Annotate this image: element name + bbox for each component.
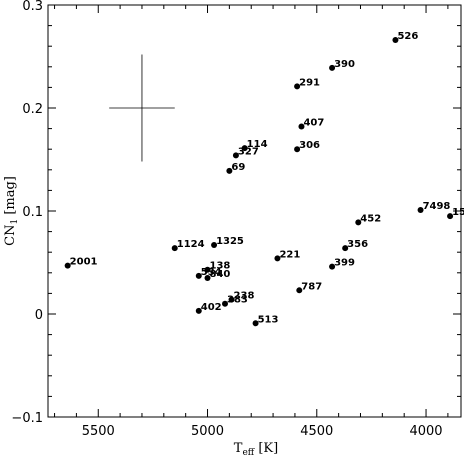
data-point [294, 146, 301, 153]
data-point-label: 452 [360, 213, 381, 224]
data-point [195, 307, 202, 314]
data-point-label: 407 [303, 118, 324, 129]
y-axis-title-unit: [mag] [3, 176, 18, 219]
data-point-label: 306 [299, 140, 320, 151]
x-tick-label: 5000 [191, 424, 224, 439]
data-point-label: 383 [227, 295, 248, 306]
data-point [64, 262, 71, 269]
data-point-label: 7498 [423, 201, 451, 212]
x-tick-label: 4000 [409, 424, 442, 439]
data-point [342, 245, 349, 252]
y-tick-label: 0.2 [22, 102, 43, 117]
data-point-label: 399 [334, 258, 355, 269]
axis-ticks: 5500 5000 4500 4000 −0.1 0 0.1 0.2 0.3 [11, 0, 461, 439]
data-point-label: 2001 [70, 257, 98, 268]
x-axis-title-sub: eff [242, 448, 254, 458]
data-point [204, 266, 211, 273]
data-point-label: 356 [347, 239, 368, 250]
data-point-label: 840 [210, 269, 231, 280]
y-axis-title-sub: 1 [10, 219, 20, 225]
data-point-label: 526 [397, 31, 418, 42]
error-bar [109, 54, 175, 162]
x-axis-title: Teff [K] [234, 441, 278, 458]
data-point-label: 138 [210, 261, 231, 272]
data-point [274, 255, 281, 262]
data-point [296, 287, 303, 294]
data-point-label: 1325 [216, 236, 244, 247]
x-axis-title-unit: [K] [254, 441, 278, 456]
data-point [329, 263, 336, 270]
data-point [447, 213, 454, 220]
plot-frame [47, 4, 462, 418]
data-point [228, 296, 235, 303]
data-point-label: 787 [301, 281, 322, 292]
data-point [252, 320, 259, 327]
y-tick-label: 0 [35, 308, 43, 323]
data-point-label: 390 [334, 59, 355, 70]
data-point [195, 272, 202, 279]
data-point [211, 241, 218, 248]
x-tick-label: 4500 [300, 424, 333, 439]
data-point [417, 206, 424, 213]
data-point [355, 219, 362, 226]
data-point-label: 238 [234, 291, 255, 302]
data-point-label: 402 [201, 302, 222, 313]
data-point-label: 114 [247, 139, 268, 150]
data-point-label: 513 [258, 314, 279, 325]
y-axis-title-main: CN [3, 225, 18, 246]
x-tick-label: 5500 [82, 424, 115, 439]
data-point-label: 1124 [177, 239, 205, 250]
data-point [232, 152, 239, 159]
y-axis-title: CN1 [mag] [3, 176, 20, 246]
data-point [294, 83, 301, 90]
data-points: 526 390 291 407 114 306 327 69 74981511 452 1325 11… [64, 31, 464, 327]
data-point-label: 69 [231, 162, 245, 173]
data-point-label: 221 [279, 249, 300, 260]
data-point [298, 123, 305, 130]
data-point-label: 1511 [452, 207, 464, 218]
data-point [241, 145, 248, 152]
data-point [222, 300, 228, 307]
x-axis-title-main: T [234, 441, 243, 456]
data-point-label: 327 [238, 146, 259, 157]
data-point [171, 245, 178, 252]
data-point [392, 37, 399, 44]
data-point-label: 534 [201, 267, 222, 278]
data-point [226, 167, 233, 174]
y-tick-label: 0.1 [22, 205, 43, 220]
data-point [204, 274, 211, 281]
y-tick-label: 0.3 [22, 0, 43, 14]
data-point [329, 64, 336, 71]
data-point-label: 291 [299, 77, 320, 88]
y-tick-label: −0.1 [11, 411, 43, 426]
